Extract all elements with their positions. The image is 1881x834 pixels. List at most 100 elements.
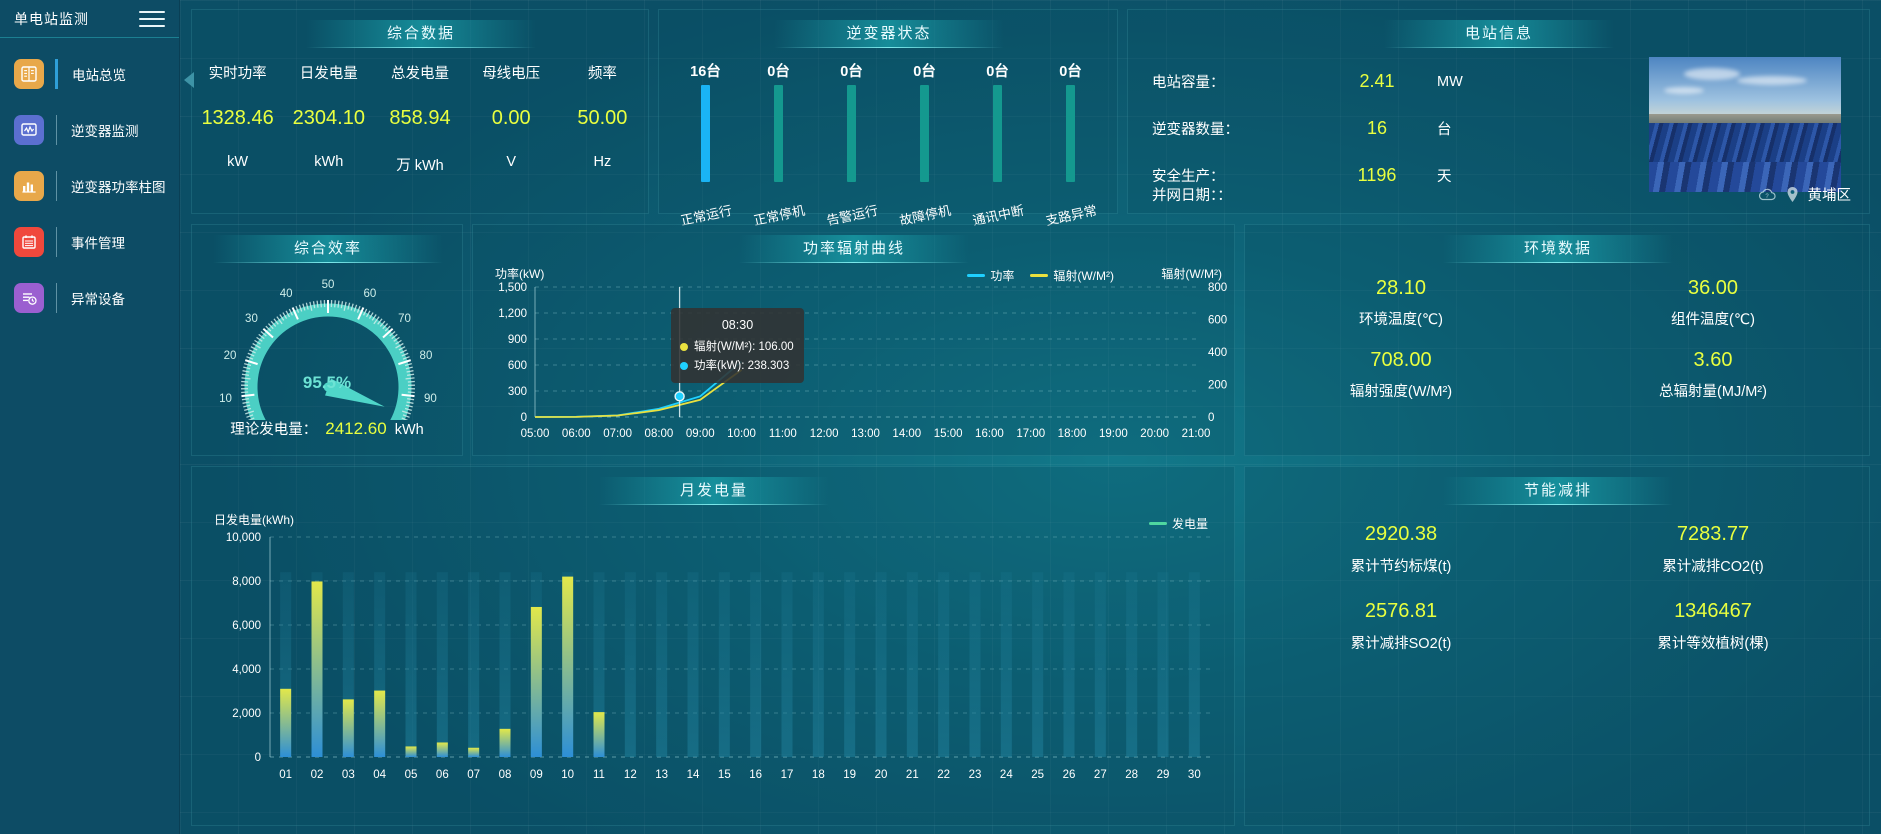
sidebar-item-abnormal-devices[interactable]: 异常设备 <box>0 277 179 318</box>
status-count: 0台 <box>986 64 1009 80</box>
panel-inverter-status: 逆变器状态 16台 正常运行 0台 正常停机 0台 告警运行 <box>658 9 1118 228</box>
svg-text:10: 10 <box>561 769 574 781</box>
saving-value: 1346467 <box>1674 600 1752 622</box>
saving-label: 累计节约标煤(t) <box>1350 559 1452 575</box>
gauge-svg: 0102030405060708090100 <box>219 279 437 446</box>
svg-text:25: 25 <box>1031 769 1044 781</box>
svg-text:11:00: 11:00 <box>769 428 797 440</box>
collapse-arrow-icon[interactable] <box>184 72 194 88</box>
sidebar-item-inverter-monitor[interactable]: 逆变器监测 <box>0 109 179 150</box>
panel-title: 节能减排 <box>1443 477 1673 505</box>
panel-title: 环境数据 <box>1443 235 1673 263</box>
grid-connection-date: 并网日期：： <box>1152 188 1232 204</box>
svg-text:90: 90 <box>424 393 437 405</box>
svg-text:02: 02 <box>311 769 324 781</box>
sidebar-item-inverter-power-bar[interactable]: 逆变器功率柱图 <box>0 165 179 206</box>
info-key: 逆变器数量： <box>1152 122 1239 138</box>
inverter-status-item[interactable]: 0台 通讯中断 <box>961 60 1034 228</box>
env-label: 总辐射量(MJ/M²) <box>1659 384 1767 400</box>
saving-value: 2920.38 <box>1364 523 1438 545</box>
station-location[interactable]: ? 黄埔区 <box>1757 184 1851 205</box>
metric-label: 总发电量 <box>390 66 449 82</box>
legend-label: 功率 <box>990 269 1015 283</box>
svg-text:03: 03 <box>342 769 355 781</box>
metric-value: 1328.46 <box>201 107 274 129</box>
svg-text:10: 10 <box>219 393 232 405</box>
svg-text:10,000: 10,000 <box>226 532 261 544</box>
svg-text:13:00: 13:00 <box>851 428 880 440</box>
svg-text:07:00: 07:00 <box>603 428 632 440</box>
sidebar: 单电站监测 电站总览 逆变器监测 逆变器功率柱图 <box>0 0 180 834</box>
y-axis-label: 日发电量(kWh) <box>214 513 294 527</box>
tooltip-time: 08:30 <box>721 318 754 332</box>
env-value: 36.00 <box>1687 277 1739 299</box>
status-count: 0台 <box>840 64 863 80</box>
station-info-row: 逆变器数量： 16 台 <box>1152 105 1572 152</box>
cloud-icon: ? <box>1757 187 1777 202</box>
metric-unit: Hz <box>593 154 612 170</box>
legend-item[interactable]: 辐射(W/M²) <box>1030 267 1114 284</box>
inverter-status-item[interactable]: 0台 支路异常 <box>1034 60 1107 228</box>
status-bar <box>701 85 710 182</box>
svg-text:200: 200 <box>1208 380 1227 392</box>
svg-text:800: 800 <box>1208 282 1227 294</box>
env-cell: 708.00 辐射强度(W/M²) <box>1245 349 1557 401</box>
svg-text:19: 19 <box>843 769 856 781</box>
svg-text:13: 13 <box>655 769 668 781</box>
status-count: 0台 <box>913 64 936 80</box>
inverter-status-item[interactable]: 0台 故障停机 <box>888 60 961 228</box>
metric-label: 频率 <box>587 66 617 82</box>
panel-comprehensive-efficiency: 综合效率 0102030405060708090100 95.5% 理论发电量：… <box>191 224 463 456</box>
legend-item[interactable]: 发电量 <box>1148 515 1208 532</box>
sidebar-item-label: 逆变器监测 <box>71 123 139 139</box>
calendar-icon <box>14 226 44 257</box>
svg-text:400: 400 <box>1208 347 1227 359</box>
theory-value: 2412.60 <box>325 419 387 438</box>
saving-cell: 1346467 累计等效植树(棵) <box>1557 600 1869 653</box>
svg-text:50: 50 <box>322 279 335 291</box>
svg-text:14:00: 14:00 <box>892 428 921 440</box>
sidebar-item-label: 事件管理 <box>71 235 125 251</box>
hamburger-icon[interactable] <box>139 6 165 32</box>
station-photo <box>1649 57 1841 192</box>
inverter-status-item[interactable]: 0台 正常停机 <box>742 60 815 228</box>
panel-title: 逆变器状态 <box>774 20 1004 48</box>
chart-tooltip: 08:30 辐射(W/M²): 106.00 功率(kW): 238.303 <box>671 308 804 383</box>
sidebar-item-station-overview[interactable]: 电站总览 <box>0 53 179 94</box>
legend-item[interactable]: 功率 <box>967 267 1014 284</box>
svg-text:21:00: 21:00 <box>1182 428 1211 440</box>
svg-text:2,000: 2,000 <box>232 708 261 720</box>
info-value: 16 <box>1366 118 1388 138</box>
sidebar-item-divider <box>56 170 57 201</box>
svg-text:70: 70 <box>398 313 411 325</box>
station-info-rows: 电站容量： 2.41 MW 逆变器数量： 16 台 安全生产： 1196 天 <box>1152 58 1572 199</box>
svg-text:16:00: 16:00 <box>975 428 1004 440</box>
env-label: 辐射强度(W/M²) <box>1349 384 1453 400</box>
status-bar <box>1066 85 1075 182</box>
sidebar-item-label: 异常设备 <box>71 291 125 307</box>
metric-unit: 万 kWh <box>396 158 444 174</box>
legend-label: 发电量 <box>1171 517 1208 531</box>
chart-legend: 发电量 <box>1148 515 1208 532</box>
inverter-status-item[interactable]: 16台 正常运行 <box>669 60 742 228</box>
svg-text:22: 22 <box>937 769 950 781</box>
app-title: 单电站监测 <box>14 10 89 27</box>
station-info-row: 电站容量： 2.41 MW <box>1152 58 1572 105</box>
svg-text:600: 600 <box>508 360 527 372</box>
svg-text:8,000: 8,000 <box>232 576 261 588</box>
svg-text:17: 17 <box>781 769 794 781</box>
env-cell: 3.60 总辐射量(MJ/M²) <box>1557 349 1869 401</box>
svg-text:30: 30 <box>245 313 258 325</box>
info-value: 2.41 <box>1359 71 1395 91</box>
curve-plot: 1,500 1,200 900 600 300 0 800 600 400 200 0 05:00 06… <box>498 282 1227 440</box>
inverter-status-item[interactable]: 0台 告警运行 <box>815 60 888 228</box>
y2-axis-label: 辐射(W/M²) <box>1161 267 1222 281</box>
svg-text:08:00: 08:00 <box>645 428 674 440</box>
sidebar-item-divider <box>56 114 57 145</box>
sidebar-item-event-management[interactable]: 事件管理 <box>0 221 179 262</box>
svg-text:09:00: 09:00 <box>686 428 715 440</box>
tooltip-label: 功率(kW): 238.303 <box>694 359 790 372</box>
saving-value: 7283.77 <box>1676 523 1750 545</box>
status-bar <box>847 85 856 182</box>
svg-text:0: 0 <box>255 752 261 764</box>
